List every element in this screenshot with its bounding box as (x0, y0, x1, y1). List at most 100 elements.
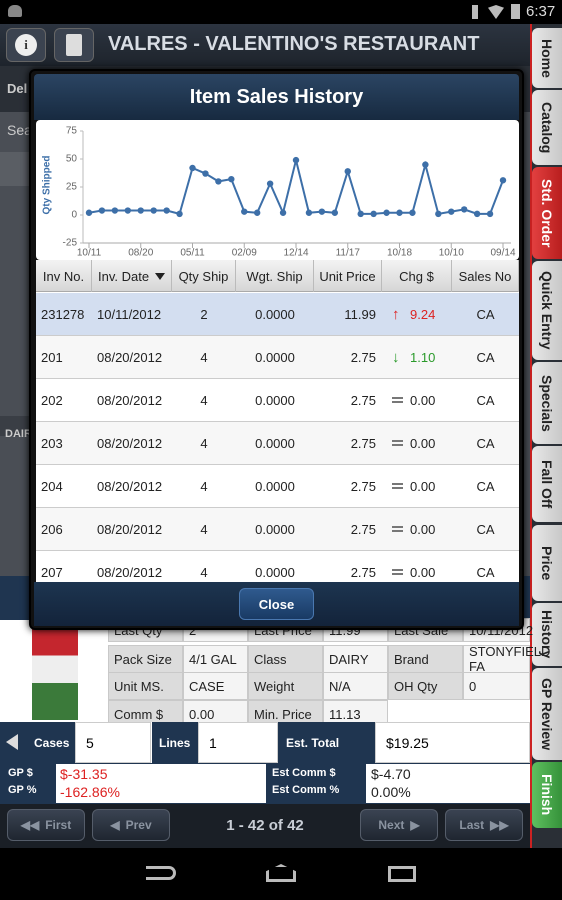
data-point (150, 207, 157, 214)
side-tab[interactable]: Fall Off (532, 446, 562, 522)
column-header[interactable]: Qty Ship (172, 260, 236, 292)
side-tab[interactable]: Std. Order (532, 167, 562, 259)
side-tab[interactable]: Catalog (532, 90, 562, 165)
table-cell: 0.0000 (255, 479, 295, 494)
y-axis-label: Qty Shipped (42, 156, 53, 215)
table-cell: 08/20/2012 (97, 565, 163, 580)
gp-value: $-31.35 (60, 766, 108, 782)
table-cell: 2.75 (350, 565, 376, 580)
detail-value: 0 (463, 672, 530, 700)
y-tick-label: 75 (66, 126, 78, 137)
table-cell: CA (476, 479, 495, 494)
table-cell: CA (476, 522, 495, 537)
data-line (88, 159, 504, 216)
table-row[interactable]: 207 08/20/2012 4 0.0000 2.75 0.00 CA (36, 551, 519, 582)
data-point (499, 177, 507, 184)
table-cell: 11.99 (344, 307, 376, 322)
y-tick-label: 0 (71, 210, 77, 221)
data-point (370, 210, 377, 218)
table-cell: 0.0000 (255, 565, 295, 580)
table-row[interactable]: 202 08/20/2012 4 0.0000 2.75 0.00 CA (36, 379, 519, 422)
data-point (176, 210, 183, 218)
table-cell: 2.75 (350, 393, 376, 408)
table-cell: 231278 (41, 307, 85, 322)
table-row[interactable]: 204 08/20/2012 4 0.0000 2.75 0.00 CA (36, 465, 519, 508)
table-cell: 10/11/2012 (97, 307, 162, 322)
x-tick-label: 09/14 (490, 248, 515, 259)
home-icon[interactable] (266, 864, 296, 882)
side-tab[interactable]: GP Review (532, 668, 562, 760)
dialog-footer: Close (34, 582, 519, 626)
data-point (486, 210, 494, 218)
data-point (448, 208, 455, 215)
data-point (318, 208, 326, 215)
data-point (228, 175, 235, 183)
x-tick-label: 12/14 (283, 248, 308, 259)
info-button[interactable]: i (6, 28, 46, 62)
column-header[interactable]: Sales No (452, 260, 519, 292)
table-row[interactable]: 201 08/20/2012 4 0.0000 2.75 1.10 CA ↓ (36, 336, 519, 379)
side-tab[interactable]: Price (532, 525, 562, 601)
totals-bar: Cases 5 Lines 1 Est. Total $19.25 (0, 722, 530, 763)
table-cell: 201 (41, 350, 63, 365)
first-button[interactable]: ◀◀ First (7, 809, 85, 841)
equal-icon (392, 440, 403, 446)
bg-row (0, 152, 30, 186)
close-button[interactable]: Close (239, 588, 314, 620)
table-cell: CA (476, 393, 495, 408)
data-point (111, 207, 119, 214)
back-icon[interactable] (146, 866, 176, 880)
detail-label: Unit MS. (108, 672, 183, 700)
next-button[interactable]: Next ▶ (360, 809, 438, 841)
prev-button[interactable]: ◀ Prev (92, 809, 170, 841)
data-point (124, 207, 132, 214)
calculator-button[interactable] (54, 28, 94, 62)
est-total-value: $19.25 (375, 722, 530, 763)
header-title: VALRES - VALENTINO'S RESTAURANT (108, 33, 480, 55)
column-header[interactable]: Inv. Date (92, 260, 172, 292)
table-cell: 08/20/2012 (97, 436, 163, 451)
column-header[interactable]: Chg $ (382, 260, 452, 292)
comm-values-box (366, 764, 530, 803)
table-cell: CA (476, 307, 495, 322)
side-tab[interactable]: Finish (532, 762, 562, 828)
table-cell: 08/20/2012 (97, 479, 163, 494)
x-tick-label: 11/17 (336, 248, 361, 259)
table-row[interactable]: 203 08/20/2012 4 0.0000 2.75 0.00 CA (36, 422, 519, 465)
bluetooth-icon (472, 5, 478, 19)
data-point (253, 209, 261, 216)
dialog: Item Sales History Qty Shipped -25 0 25 50 7… (29, 69, 524, 630)
side-tab[interactable]: Specials (532, 362, 562, 444)
side-tab[interactable]: Quick Entry (532, 261, 562, 360)
side-tab[interactable]: History (532, 603, 562, 666)
data-point (85, 209, 93, 216)
table-body: 231278 10/11/2012 2 0.0000 11.99 9.24 CA ↑ 201 08… (36, 293, 519, 582)
table-cell: 0.0000 (255, 307, 295, 322)
table-cell: CA (476, 436, 495, 451)
recents-icon[interactable] (388, 866, 416, 882)
dialog-title: Item Sales History (189, 86, 364, 108)
data-point (279, 209, 287, 216)
detail-value: STONYFIELD FA (463, 644, 550, 674)
data-point (460, 206, 468, 213)
table-cell: 0.00 (410, 436, 436, 451)
column-header[interactable]: Wgt. Ship (236, 260, 314, 292)
detail-label: Pack Size (108, 645, 183, 673)
data-point (435, 210, 442, 218)
bg-label: Sea (7, 122, 32, 138)
comm-value: $-4.70 (371, 766, 411, 782)
collapse-arrow[interactable] (0, 722, 28, 763)
tab-divider (530, 24, 532, 848)
table-row[interactable]: 231278 10/11/2012 2 0.0000 11.99 9.24 CA ↑ (36, 293, 519, 336)
last-button[interactable]: Last ▶▶ (445, 809, 523, 841)
column-header[interactable]: Unit Price (314, 260, 382, 292)
side-tab[interactable]: Home (532, 28, 562, 88)
column-header[interactable]: Inv No. (36, 260, 92, 292)
table-row[interactable]: 206 08/20/2012 4 0.0000 2.75 0.00 CA (36, 508, 519, 551)
equal-icon (392, 526, 403, 532)
table-cell: 0.00 (410, 565, 436, 580)
detail-label: Weight (248, 672, 323, 700)
table-cell: CA (476, 565, 495, 580)
table-cell: 4 (200, 393, 208, 408)
